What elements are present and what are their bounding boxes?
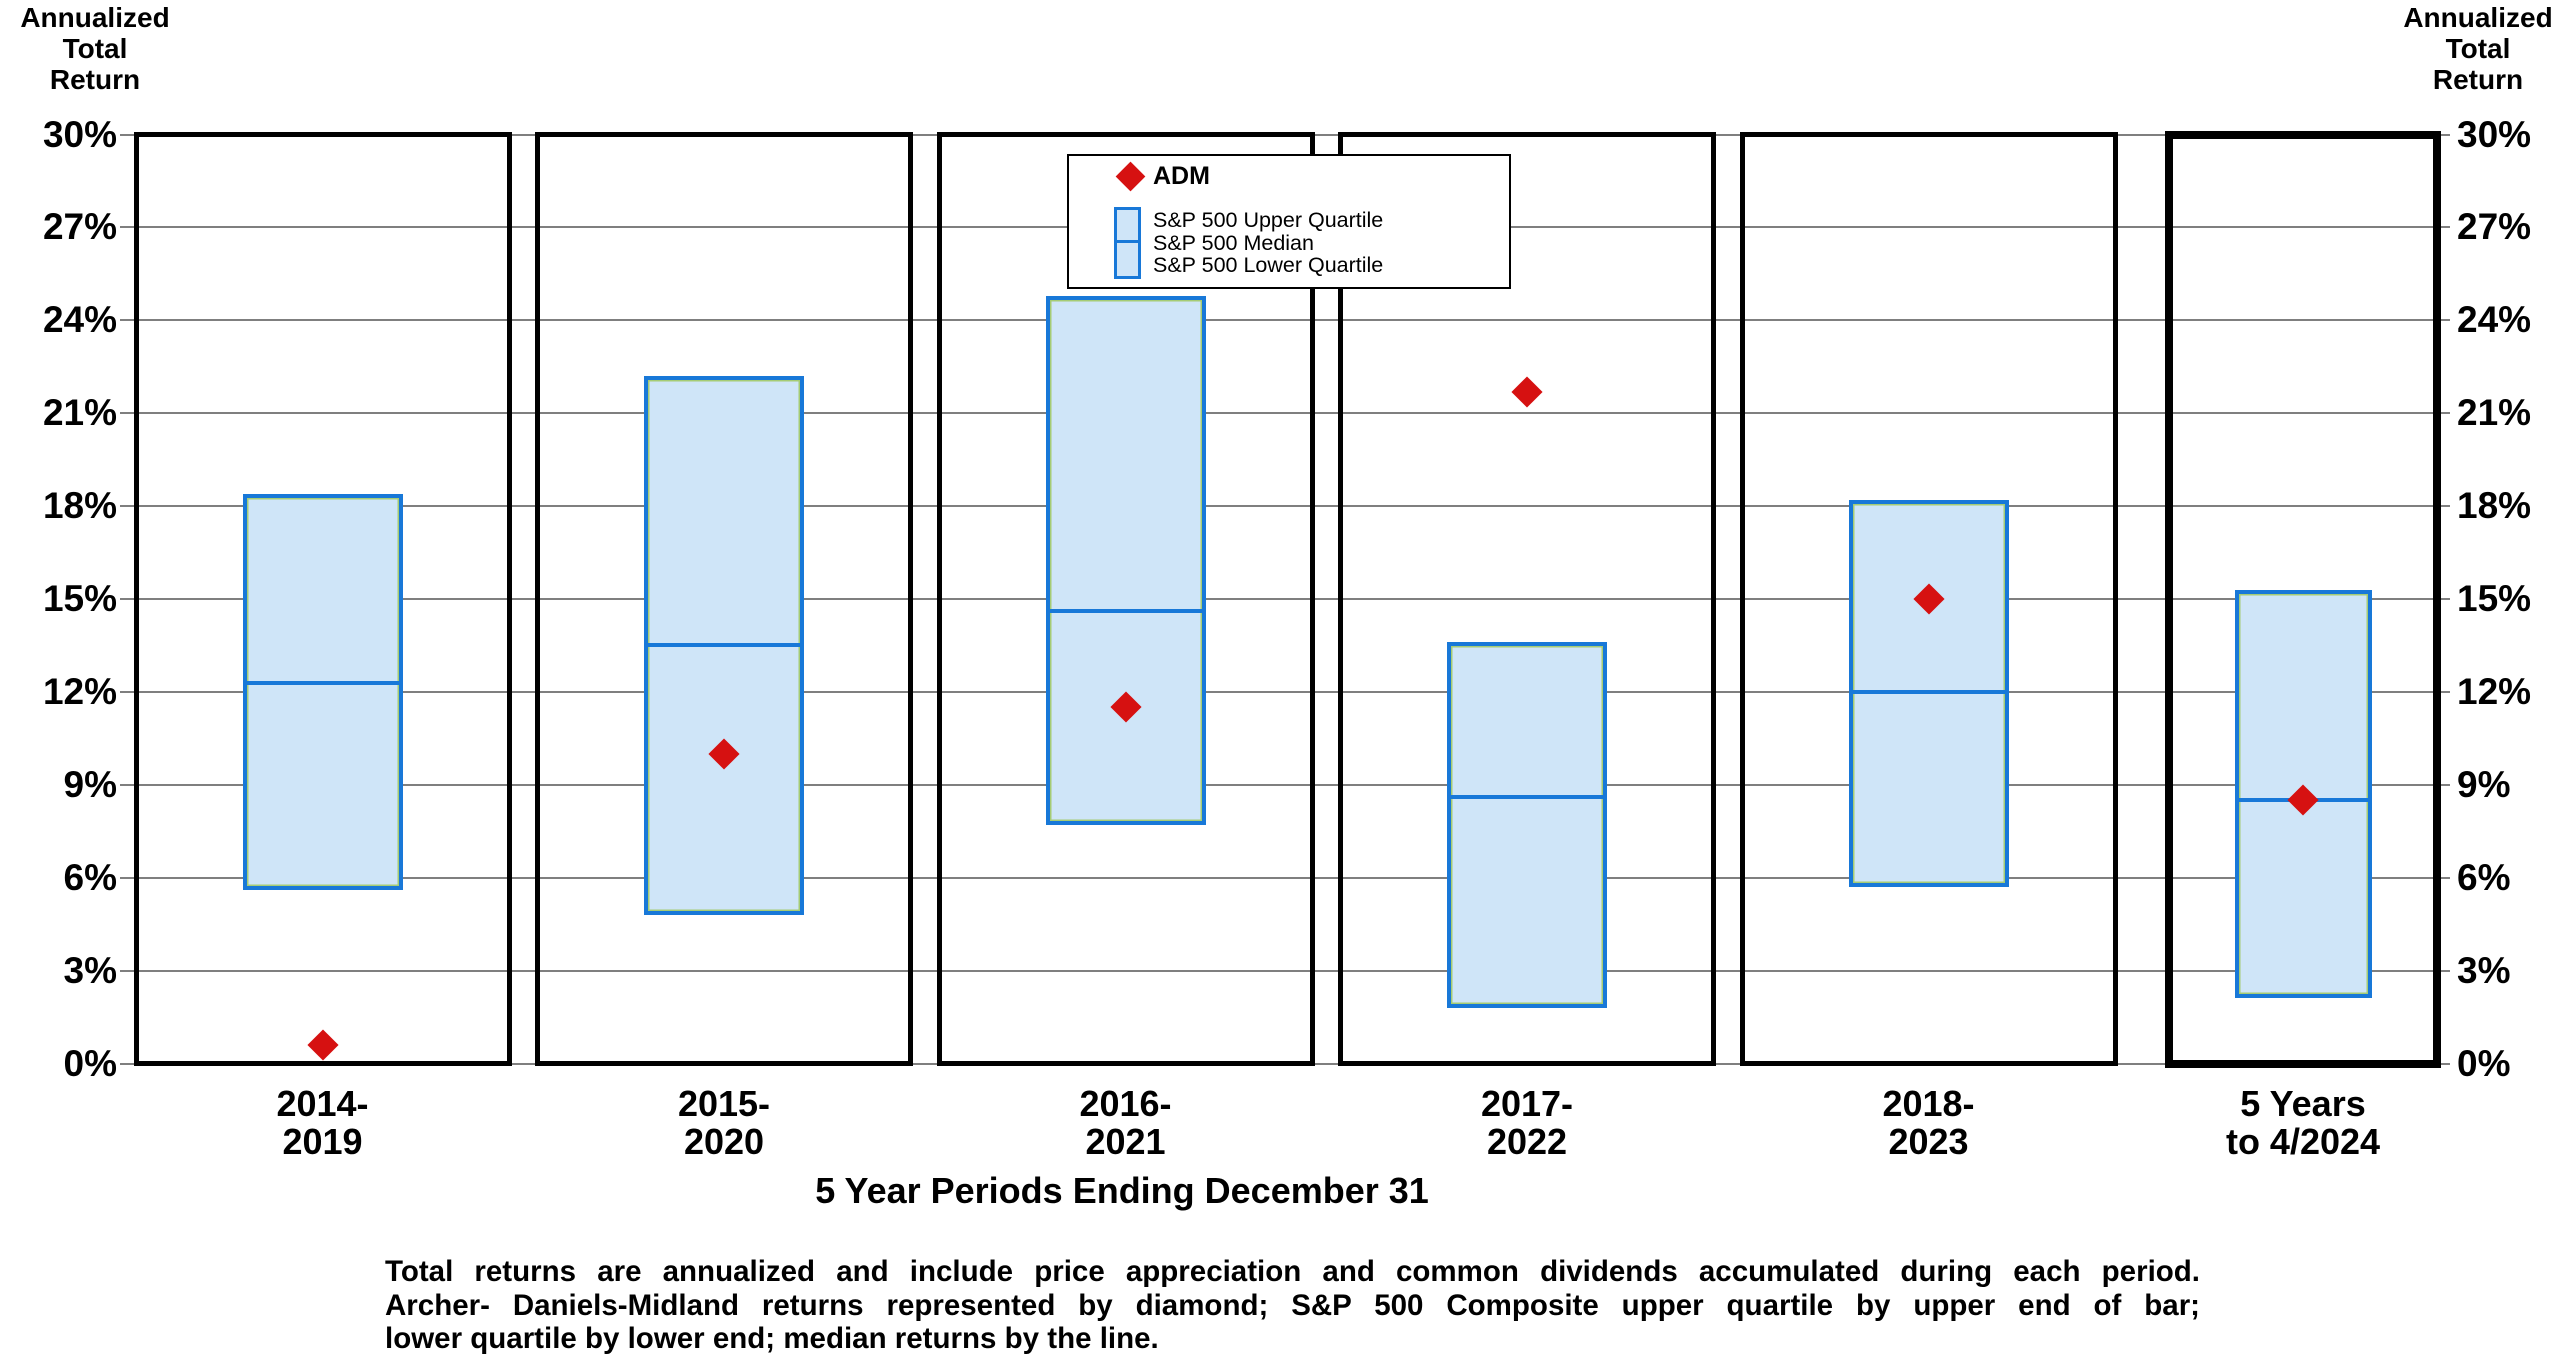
y-tick-label-left: 9% (63, 763, 117, 805)
period-label: 2015- 2020 (677, 1083, 771, 1162)
y-tick-label-right: 12% (2457, 670, 2532, 712)
y-tick-label-right: 3% (2457, 949, 2511, 991)
footnote-line-2: Archer- Daniels-Midland returns represen… (385, 1288, 2200, 1322)
y-tick-label-left: 6% (63, 856, 117, 898)
period-panel (1739, 132, 2118, 1066)
y-tick-label-right: 0% (2457, 1042, 2511, 1084)
y-tick-label-left: 0% (63, 1042, 117, 1084)
gridline (120, 783, 2450, 786)
y-tick-label-left: 12% (42, 670, 117, 712)
quartile-bar-icon (1114, 207, 1141, 279)
legend-item-median: S&P 500 Median (1153, 230, 1314, 255)
gridline (120, 505, 2450, 508)
gridline (120, 598, 2450, 600)
legend: ADM S&P 500 Upper Quartile S&P 500 Media… (1067, 154, 1511, 289)
gridline (120, 876, 2450, 879)
y-tick-label-left: 15% (42, 578, 117, 619)
median-line-icon (1117, 240, 1138, 243)
y-tick-label-left: 24% (42, 299, 117, 341)
y-tick-label-left: 3% (63, 949, 117, 991)
gridline (120, 690, 2450, 693)
gridline (120, 969, 2450, 972)
period-panel (133, 132, 512, 1066)
sp500-median-line (242, 680, 403, 685)
sp500-median-line (644, 643, 804, 648)
y-tick-label-left: 18% (42, 485, 117, 527)
y-tick-label-right: 15% (2457, 578, 2532, 619)
y-tick-label-left: 21% (42, 392, 117, 434)
legend-items: S&P 500 Upper Quartile S&P 500 Median S&… (1153, 209, 1383, 277)
sp500-median-line (1045, 609, 1206, 614)
period-panel (535, 132, 913, 1066)
x-axis-title: 5 Year Periods Ending December 31 (815, 1170, 1429, 1211)
legend-item-upper-quartile: S&P 500 Upper Quartile (1153, 208, 1384, 232)
sp500-median-line (1848, 689, 2009, 694)
period-label: 2016- 2021 (1079, 1083, 1172, 1162)
y-tick-label-right: 21% (2457, 392, 2532, 434)
period-label: 2018- 2023 (1882, 1083, 1975, 1162)
footnote-line-3: lower quartile by lower end; median retu… (385, 1322, 1159, 1355)
y-tick-label-right: 30% (2457, 113, 2532, 155)
adm-diamond-icon (1115, 161, 1146, 192)
period-panel (936, 132, 1315, 1066)
period-panel (1338, 132, 1716, 1066)
current-period-panel (2165, 130, 2441, 1068)
y-tick-label-left: 30% (42, 113, 117, 155)
legend-item-lower-quartile: S&P 500 Lower Quartile (1153, 253, 1384, 277)
y-tick-label-right: 6% (2457, 856, 2511, 898)
y-tick-label-right: 24% (2457, 299, 2532, 341)
y-tick-label-right: 9% (2457, 763, 2511, 805)
gridline (120, 412, 2450, 415)
gridline (120, 319, 2450, 322)
legend-adm-label: ADM (1153, 162, 1210, 190)
period-label: 5 Years to 4/2024 (2225, 1083, 2381, 1162)
footnote: Total returns are annualized and include… (385, 1255, 2200, 1356)
sp500-quartile-bar (242, 493, 403, 891)
sp500-quartile-bar (1045, 295, 1206, 826)
period-label: 2017- 2022 (1480, 1083, 1574, 1162)
y-tick-label-right: 27% (2457, 206, 2532, 248)
sp500-median-line (1447, 795, 1607, 800)
y-tick-label-left: 27% (42, 206, 117, 248)
y-tick-label-right: 18% (2457, 485, 2532, 527)
right-y-axis-title: Annualized Total Return (2403, 2, 2553, 95)
footnote-line-1: Total returns are annualized and include… (385, 1255, 2200, 1288)
left-y-axis-title: Annualized Total Return (20, 2, 170, 95)
sp500-quartile-bar (1447, 642, 1607, 1008)
period-label: 2014- 2019 (276, 1083, 369, 1162)
